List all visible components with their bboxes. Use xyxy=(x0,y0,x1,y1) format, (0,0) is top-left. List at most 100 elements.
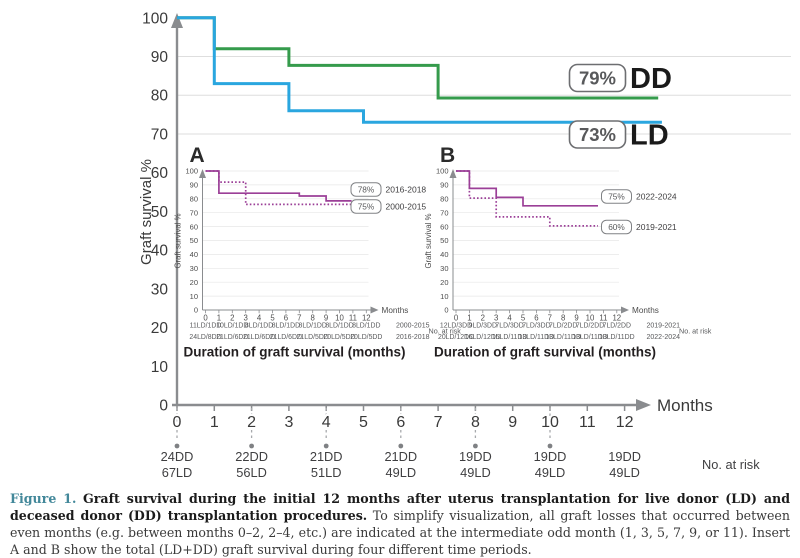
main-y-tick-label: 80 xyxy=(151,88,169,105)
inset-x-tick-label: 0 xyxy=(203,314,208,323)
main-y-tick-label: 70 xyxy=(151,126,169,143)
inset-at-risk-value: 21LD/6DD xyxy=(270,334,302,341)
inset-x-tick-label: 4 xyxy=(257,314,262,323)
inset-x-tick-label: 9 xyxy=(324,314,328,323)
inset-y-tick-label: 10 xyxy=(440,292,448,301)
figure-caption-bold: Graft survival during the initial 12 mon… xyxy=(10,491,790,523)
inset-y-tick-label: 30 xyxy=(190,264,198,273)
at-risk-guide-dot xyxy=(473,443,478,449)
end-label-box-DD xyxy=(568,63,627,93)
inset-at-risk-value: 7LD/3DD xyxy=(522,323,550,330)
main-x-tick-label: 5 xyxy=(359,414,368,431)
at-risk-guide-dot xyxy=(398,443,404,449)
inset-x-tick-label: 1 xyxy=(217,314,221,323)
inset-x-tick-label: 8 xyxy=(311,314,315,323)
inset-x-axis-arrow xyxy=(621,306,629,314)
inset-y-axis-arrow xyxy=(449,169,457,178)
at-risk-value-LD: 49LD xyxy=(386,465,417,480)
inset-legend-period-2022-2024: 2022-2024 xyxy=(636,192,677,202)
inset-legend-box-2022-2024 xyxy=(601,189,632,204)
inset-y-tick-label: 80 xyxy=(190,195,198,204)
inset-at-risk-value: 13LD/11DD xyxy=(599,334,635,341)
main-y-axis-title: Graft survival % xyxy=(138,159,155,265)
inset-at-risk-label: No. at risk xyxy=(429,327,462,336)
inset-at-risk-value: 21LD/5DD xyxy=(297,334,329,341)
main-x-tick-label: 7 xyxy=(434,414,443,431)
at-risk-value-LD: 67LD xyxy=(162,465,193,480)
main-series-LD-line xyxy=(177,16,662,124)
inset-y-axis-arrow xyxy=(199,169,206,178)
inset-x-tick-label: 5 xyxy=(521,314,526,323)
inset-at-risk-period: 2022-2024 xyxy=(647,334,681,341)
inset-at-risk-value: 8LD/1DD xyxy=(352,323,380,330)
inset-x-tick-label: 2 xyxy=(481,314,485,323)
inset-x-tick-label: 8 xyxy=(561,314,565,323)
at-risk-value-DD: 19DD xyxy=(459,449,492,464)
at-risk-guide-dot xyxy=(174,443,180,449)
main-x-tick-label: 12 xyxy=(616,414,634,431)
main-x-tick-label: 6 xyxy=(396,414,405,431)
inset-at-risk-value: 8LD/1DD xyxy=(299,323,327,330)
end-label-pct-LD: 73% xyxy=(579,124,616,145)
inset-at-risk-period: 2016-2018 xyxy=(396,334,430,341)
main-x-axis-arrow xyxy=(636,399,651,411)
inset-at-risk-value: 9LD/3DD xyxy=(469,323,497,330)
inset-y-tick-label: 60 xyxy=(190,222,198,231)
inset-y-tick-label: 30 xyxy=(440,264,448,273)
main-y-tick-label: 0 xyxy=(159,398,168,415)
inset-legend-box-2000-2015 xyxy=(350,199,382,214)
inset-x-tick-label: 11 xyxy=(349,314,357,323)
inset-y-tick-label: 70 xyxy=(440,208,448,217)
figure-caption: Figure 1. Graft survival during the init… xyxy=(10,490,790,558)
inset-y-tick-label: 80 xyxy=(440,195,448,204)
inset-x-tick-label: 10 xyxy=(586,314,595,323)
inset-x-tick-label: 0 xyxy=(454,314,459,323)
at-risk-value-DD: 19DD xyxy=(608,449,641,464)
inset-x-tick-label: 3 xyxy=(494,314,498,323)
inset-legend-pct-2019-2021: 60% xyxy=(608,222,625,232)
end-label-pct-DD: 79% xyxy=(579,68,616,89)
inset-B-series-2022-2024-line xyxy=(456,170,598,207)
inset-chart-B: B 0 10 20 30 40 50 60 70 80 90 100 Graft survival % 0… xyxy=(424,144,712,360)
inset-x-tick-label: 2 xyxy=(230,314,234,323)
inset-y-tick-label: 100 xyxy=(436,167,449,176)
end-label-box-LD xyxy=(568,120,627,149)
inset-y-tick-label: 70 xyxy=(190,208,198,217)
inset-x-tick-label: 12 xyxy=(612,314,621,323)
at-risk-value-DD: 24DD xyxy=(161,449,194,464)
inset-y-tick-label: 20 xyxy=(440,278,448,287)
inset-y-tick-label: 20 xyxy=(190,278,198,287)
main-y-tick-label: 10 xyxy=(151,359,169,376)
inset-x-axis-arrow xyxy=(370,306,379,314)
inset-legend-pct-2016-2018: 78% xyxy=(358,185,375,195)
at-risk-guide-dot xyxy=(547,443,553,449)
main-y-tick-label: 90 xyxy=(151,49,169,66)
main-y-tick-label: 20 xyxy=(151,320,169,337)
inset-y-tick-label: 100 xyxy=(185,167,198,176)
inset-y-tick-label: 40 xyxy=(440,250,448,259)
inset-A-series-2016-2018-line xyxy=(205,170,352,202)
inset-title: Duration of graft survival (months) xyxy=(183,345,405,360)
inset-panel-label-B: B xyxy=(440,144,455,167)
inset-at-risk-value: 21LD/6DD xyxy=(243,334,275,341)
at-risk-value-DD: 22DD xyxy=(235,449,268,464)
inset-legend-period-2019-2021: 2019-2021 xyxy=(636,222,677,232)
inset-title: Duration of graft survival (months) xyxy=(434,345,656,360)
inset-x-tick-label: 5 xyxy=(270,314,275,323)
inset-at-risk-value: 10LD/1DD xyxy=(216,323,248,330)
inset-at-risk-value: 15LD/11DD xyxy=(492,334,528,341)
at-risk-value-DD: 21DD xyxy=(310,449,343,464)
inset-y-tick-label: 50 xyxy=(440,236,448,245)
at-risk-value-DD: 19DD xyxy=(534,449,567,464)
inset-at-risk-value: 7LD/3DD xyxy=(495,323,523,330)
figure-caption-label: Figure 1. xyxy=(10,491,77,506)
main-y-tick-label: 40 xyxy=(151,243,169,260)
main-x-tick-label: 0 xyxy=(173,414,182,431)
main-y-tick-label: 100 xyxy=(142,10,168,27)
inset-at-risk-value: 20LD/5DD xyxy=(323,334,355,341)
inset-at-risk-value: 7LD/2DD xyxy=(603,323,631,330)
inset-x-tick-label: 4 xyxy=(507,314,512,323)
at-risk-value-LD: 49LD xyxy=(460,465,491,480)
